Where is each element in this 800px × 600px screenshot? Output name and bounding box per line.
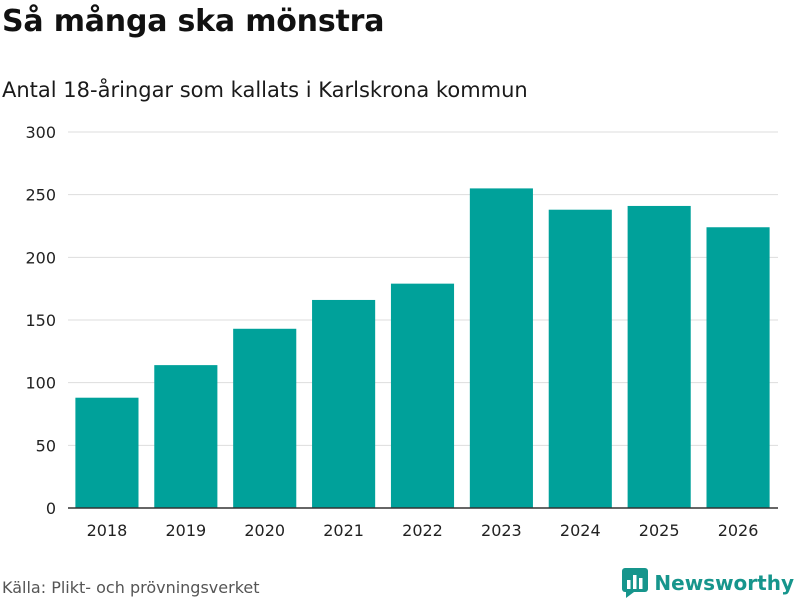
x-tick-label: 2019 <box>165 521 206 540</box>
bar-2019: 2019: 114 <box>154 365 218 508</box>
y-tick-label: 300 <box>25 123 56 142</box>
y-tick-label: 150 <box>25 311 56 330</box>
bar-2024: 2024: 238 <box>548 209 612 508</box>
brand-name: Newsworthy <box>654 571 794 595</box>
bar-2021: 2021: 166 <box>312 299 376 508</box>
x-tick-label: 2024 <box>560 521 601 540</box>
bars: 2018: 882019: 1142020: 1432021: 1662022:… <box>75 188 770 509</box>
y-tick-label: 200 <box>25 248 56 267</box>
y-tick-label: 0 <box>46 499 56 518</box>
x-tick-label: 2025 <box>639 521 680 540</box>
y-tick-labels: 0 50 100 150 200 250 300 <box>25 123 56 518</box>
source-note: Källa: Plikt- och prövningsverket <box>2 578 260 597</box>
y-tick-label: 100 <box>25 374 56 393</box>
x-tick-label: 2026 <box>718 521 759 540</box>
brand-logo: Newsworthy <box>622 568 794 598</box>
chart-title: Så många ska mönstra <box>2 4 385 39</box>
x-tick-label: 2022 <box>402 521 443 540</box>
x-tick-label: 2021 <box>323 521 364 540</box>
x-tick-label: 2018 <box>87 521 128 540</box>
bar-2025: 2025: 241 <box>627 205 691 509</box>
y-tick-label: 50 <box>36 436 56 455</box>
chart-subtitle: Antal 18-åringar som kallats i Karlskron… <box>2 78 528 102</box>
x-tick-labels: 2018 2019 2020 2021 2022 2023 2024 2025 2026 <box>87 521 759 540</box>
bar-2018: 2018: 88 <box>75 397 139 508</box>
bar-chart-logo-icon <box>622 568 649 598</box>
x-tick-label: 2023 <box>481 521 522 540</box>
bar-2020: 2020: 143 <box>233 328 297 508</box>
bar-2026: 2026: 224 <box>706 227 770 508</box>
y-tick-label: 250 <box>25 186 56 205</box>
bar-2022: 2022: 179 <box>390 283 455 508</box>
bar-2023: 2023: 255 <box>469 188 533 508</box>
x-tick-label: 2020 <box>244 521 285 540</box>
